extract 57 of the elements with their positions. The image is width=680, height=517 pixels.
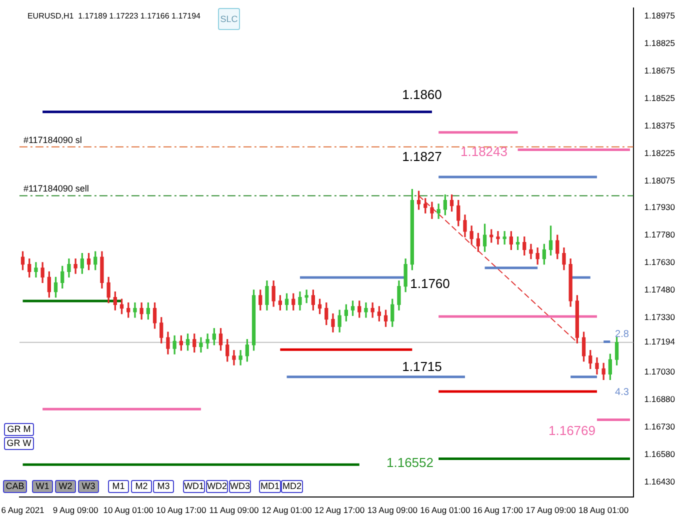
annotation: 1.1827 [402, 149, 442, 164]
y-tick-label: 1.18375 [644, 120, 676, 130]
annotation: 1.16552 [386, 455, 434, 470]
ref-line-label: #117184090 sl [23, 134, 82, 145]
x-tick-label: 6 Aug 2021 [1, 505, 45, 516]
text: EURUSD,H1 1.17189 1.17223 1.17166 1.17194 [27, 11, 202, 20]
y-tick-label: 1.17030 [644, 366, 676, 377]
button: GR M [4, 423, 34, 436]
x-tick-label: 10 Aug 01:00 [103, 505, 154, 516]
annotation: 2.8 [615, 328, 629, 342]
y-tick-label: 1.16580 [644, 449, 676, 460]
y-tick-label: 1.17194 [644, 336, 676, 347]
button: W1 [32, 480, 53, 493]
button: MD1 [259, 480, 281, 493]
button: GR W [4, 437, 34, 450]
y-tick-label: 1.18975 [644, 10, 676, 21]
y-tick-label: 1.17480 [644, 284, 676, 294]
annotation: 1.1860 [402, 87, 442, 102]
button: W3 [78, 480, 99, 493]
annotation: 1.1715 [402, 359, 442, 374]
x-tick-label: 13 Aug 09:00 [367, 505, 418, 516]
x-tick-label: 9 Aug 09:00 [52, 505, 99, 516]
button: WD2 [206, 480, 228, 493]
y-tick-label: 1.17630 [644, 256, 676, 267]
x-tick-label: 10 Aug 17:00 [156, 505, 206, 516]
button: W2 [55, 480, 76, 493]
y-tick-label: 1.18675 [644, 66, 676, 76]
y-tick-label: 1.18525 [644, 93, 676, 104]
button: SLC [218, 8, 240, 30]
x-tick-label: 16 Aug 17:00 [472, 505, 524, 516]
y-tick-label: 1.17930 [644, 202, 676, 212]
button: M2 [131, 480, 152, 493]
button: CAB [3, 480, 27, 493]
annotation: 1.1760 [410, 276, 450, 291]
y-tick-label: 1.17780 [644, 229, 676, 240]
button: MD2 [281, 480, 303, 493]
x-tick-label: 12 Aug 01:00 [262, 505, 312, 516]
y-tick-label: 1.17330 [644, 312, 676, 322]
button: WD3 [229, 480, 251, 493]
x-tick-label: 18 Aug 01:00 [578, 505, 629, 516]
y-tick-label: 1.18225 [644, 148, 676, 158]
annotation: 1.16769 [548, 423, 596, 438]
y-tick-label: 1.18825 [644, 38, 676, 48]
x-tick-label: 12 Aug 17:00 [314, 505, 365, 516]
button: M1 [108, 480, 129, 493]
button: WD1 [183, 480, 205, 493]
x-tick-label: 16 Aug 01:00 [420, 505, 470, 516]
annotation: 1.18243 [460, 144, 508, 159]
button: M3 [153, 480, 174, 493]
ref-line-label: #117184090 sell [23, 184, 89, 194]
y-tick-label: 1.16430 [644, 476, 676, 486]
annotation: 4.3 [615, 386, 629, 400]
x-tick-label: 11 Aug 09:00 [209, 505, 259, 516]
y-tick-label: 1.16880 [644, 394, 676, 404]
y-tick-label: 1.18075 [644, 175, 676, 186]
y-tick-label: 1.16730 [644, 422, 676, 432]
x-tick-label: 17 Aug 09:00 [526, 505, 576, 516]
